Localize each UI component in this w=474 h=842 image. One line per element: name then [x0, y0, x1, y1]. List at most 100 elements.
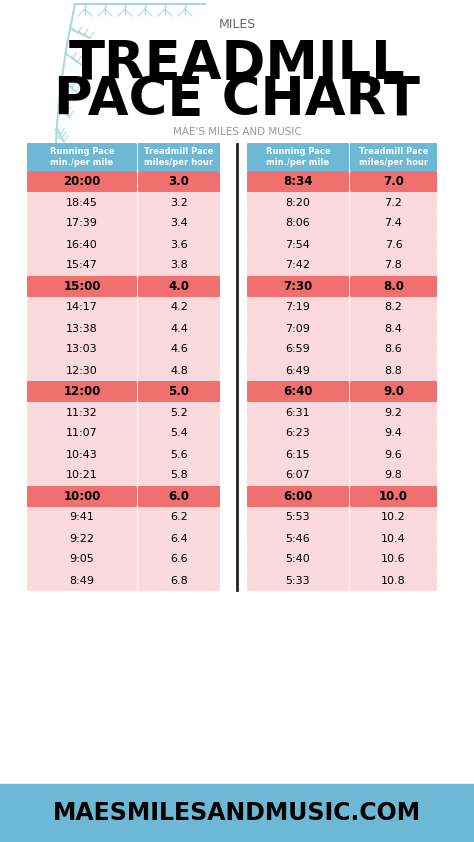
Text: 10.6: 10.6 — [381, 555, 406, 564]
Text: Treadmill Pace
miles/per hour: Treadmill Pace miles/per hour — [359, 147, 428, 167]
FancyBboxPatch shape — [247, 423, 349, 444]
FancyBboxPatch shape — [350, 465, 437, 486]
FancyBboxPatch shape — [27, 297, 137, 318]
Text: 8.0: 8.0 — [383, 280, 404, 293]
Text: 14:17: 14:17 — [66, 302, 98, 312]
Text: 6:40: 6:40 — [283, 385, 313, 398]
Text: 6:15: 6:15 — [286, 450, 310, 460]
Text: 9:05: 9:05 — [70, 555, 94, 564]
Text: 8:20: 8:20 — [285, 198, 310, 207]
FancyBboxPatch shape — [247, 339, 349, 360]
Text: 3.8: 3.8 — [170, 260, 188, 270]
Text: Treadmill Pace
miles/per hour: Treadmill Pace miles/per hour — [144, 147, 214, 167]
Text: 13:03: 13:03 — [66, 344, 98, 354]
Text: 6.4: 6.4 — [170, 534, 188, 543]
FancyBboxPatch shape — [247, 381, 349, 402]
Text: 9.4: 9.4 — [384, 429, 402, 439]
Text: 11:07: 11:07 — [66, 429, 98, 439]
FancyBboxPatch shape — [247, 570, 349, 591]
FancyBboxPatch shape — [138, 143, 220, 171]
Text: 7.8: 7.8 — [384, 260, 402, 270]
FancyBboxPatch shape — [138, 171, 220, 192]
Text: 6.0: 6.0 — [168, 490, 190, 503]
Text: 5:33: 5:33 — [286, 575, 310, 585]
Text: 7:09: 7:09 — [285, 323, 310, 333]
FancyBboxPatch shape — [138, 213, 220, 234]
FancyBboxPatch shape — [350, 213, 437, 234]
Text: Running Pace
min./per mile: Running Pace min./per mile — [266, 147, 330, 167]
FancyBboxPatch shape — [247, 444, 349, 465]
Text: 7:19: 7:19 — [285, 302, 310, 312]
FancyBboxPatch shape — [138, 297, 220, 318]
FancyBboxPatch shape — [138, 318, 220, 339]
Text: 3.4: 3.4 — [170, 219, 188, 228]
Text: 17:39: 17:39 — [66, 219, 98, 228]
Text: 9.2: 9.2 — [384, 408, 402, 418]
Text: 6:31: 6:31 — [286, 408, 310, 418]
Text: 3.0: 3.0 — [169, 175, 190, 188]
FancyBboxPatch shape — [247, 276, 349, 297]
Text: Running Pace
min./per mile: Running Pace min./per mile — [50, 147, 114, 167]
Text: 7.6: 7.6 — [384, 239, 402, 249]
FancyBboxPatch shape — [350, 507, 437, 528]
FancyBboxPatch shape — [247, 318, 349, 339]
Text: 10.2: 10.2 — [381, 513, 406, 523]
FancyBboxPatch shape — [350, 402, 437, 423]
Text: 4.4: 4.4 — [170, 323, 188, 333]
Text: 5.8: 5.8 — [170, 471, 188, 481]
FancyBboxPatch shape — [27, 339, 137, 360]
FancyBboxPatch shape — [247, 192, 349, 213]
FancyBboxPatch shape — [247, 360, 349, 381]
Text: 15:47: 15:47 — [66, 260, 98, 270]
Text: 10:43: 10:43 — [66, 450, 98, 460]
FancyBboxPatch shape — [350, 234, 437, 255]
FancyBboxPatch shape — [247, 297, 349, 318]
Text: 4.8: 4.8 — [170, 365, 188, 376]
Text: 8:34: 8:34 — [283, 175, 313, 188]
FancyBboxPatch shape — [138, 465, 220, 486]
Text: TREADMILL: TREADMILL — [69, 38, 405, 90]
Text: 5:40: 5:40 — [286, 555, 310, 564]
Text: MILES: MILES — [219, 18, 255, 30]
Text: 18:45: 18:45 — [66, 198, 98, 207]
Text: 9.0: 9.0 — [383, 385, 404, 398]
FancyBboxPatch shape — [27, 276, 137, 297]
Text: 6.8: 6.8 — [170, 575, 188, 585]
Text: 9:22: 9:22 — [70, 534, 94, 543]
Text: 8.4: 8.4 — [384, 323, 402, 333]
FancyBboxPatch shape — [350, 171, 437, 192]
FancyBboxPatch shape — [138, 423, 220, 444]
FancyBboxPatch shape — [27, 507, 137, 528]
FancyBboxPatch shape — [350, 276, 437, 297]
Text: 5.2: 5.2 — [170, 408, 188, 418]
Text: 6:00: 6:00 — [283, 490, 313, 503]
Text: 7:42: 7:42 — [285, 260, 310, 270]
Text: 8.6: 8.6 — [384, 344, 402, 354]
FancyBboxPatch shape — [27, 143, 137, 171]
Text: 6.2: 6.2 — [170, 513, 188, 523]
FancyBboxPatch shape — [247, 402, 349, 423]
Text: 10:00: 10:00 — [64, 490, 100, 503]
Text: 4.2: 4.2 — [170, 302, 188, 312]
Text: 9.8: 9.8 — [384, 471, 402, 481]
Bar — [0, 784, 474, 842]
Text: 5.4: 5.4 — [170, 429, 188, 439]
FancyBboxPatch shape — [138, 444, 220, 465]
Text: 5:46: 5:46 — [286, 534, 310, 543]
FancyBboxPatch shape — [27, 528, 137, 549]
FancyBboxPatch shape — [350, 549, 437, 570]
FancyBboxPatch shape — [350, 444, 437, 465]
FancyBboxPatch shape — [138, 549, 220, 570]
FancyBboxPatch shape — [138, 528, 220, 549]
Text: 6:59: 6:59 — [286, 344, 310, 354]
FancyBboxPatch shape — [138, 381, 220, 402]
Text: 9:41: 9:41 — [70, 513, 94, 523]
FancyBboxPatch shape — [138, 402, 220, 423]
FancyBboxPatch shape — [350, 528, 437, 549]
Text: 12:00: 12:00 — [64, 385, 100, 398]
Text: 6:23: 6:23 — [286, 429, 310, 439]
Text: 7.2: 7.2 — [384, 198, 402, 207]
FancyBboxPatch shape — [350, 143, 437, 171]
FancyBboxPatch shape — [138, 339, 220, 360]
Text: 3.2: 3.2 — [170, 198, 188, 207]
